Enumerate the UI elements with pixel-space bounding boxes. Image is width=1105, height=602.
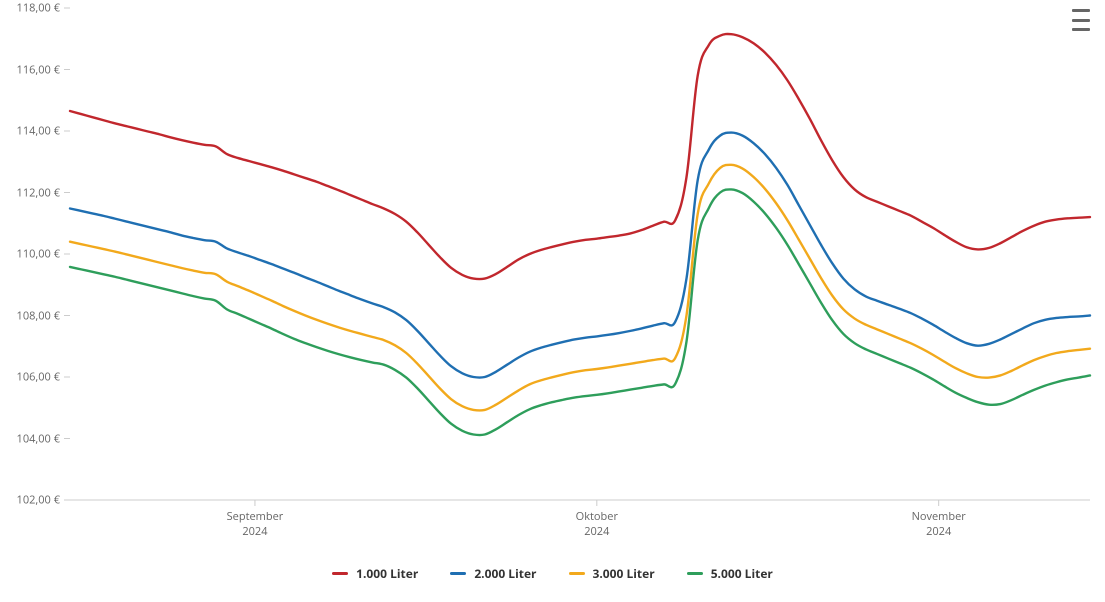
series-line-s5000 xyxy=(70,189,1090,435)
chart-menu-button[interactable] xyxy=(1069,6,1093,34)
y-tick-label: 116,00 € xyxy=(0,62,60,77)
legend-label: 5.000 Liter xyxy=(711,565,773,582)
y-tick-label: 108,00 € xyxy=(0,308,60,323)
legend-item-s5000[interactable]: 5.000 Liter xyxy=(687,565,773,582)
x-tick-label: September2024 xyxy=(227,510,284,540)
legend-item-s1000[interactable]: 1.000 Liter xyxy=(332,565,418,582)
legend-swatch-icon xyxy=(332,572,348,575)
chart-legend: 1.000 Liter 2.000 Liter 3.000 Liter 5.000 L… xyxy=(0,562,1105,582)
legend-swatch-icon xyxy=(450,572,466,575)
hamburger-icon xyxy=(1072,9,1090,12)
y-tick-label: 114,00 € xyxy=(0,124,60,139)
y-tick-label: 112,00 € xyxy=(0,185,60,200)
legend-swatch-icon xyxy=(687,572,703,575)
legend-label: 1.000 Liter xyxy=(356,565,418,582)
series-line-s1000 xyxy=(70,34,1090,279)
legend-label: 3.000 Liter xyxy=(593,565,655,582)
x-tick-label: Oktober2024 xyxy=(576,510,618,540)
y-tick-label: 102,00 € xyxy=(0,493,60,508)
legend-swatch-icon xyxy=(569,572,585,575)
y-tick-label: 106,00 € xyxy=(0,370,60,385)
x-tick-label: November2024 xyxy=(912,510,966,540)
y-tick-label: 118,00 € xyxy=(0,1,60,16)
series-line-s2000 xyxy=(70,133,1090,378)
price-chart: 102,00 € 104,00 € 106,00 € 108,00 € 110,00 €… xyxy=(0,0,1105,602)
legend-item-s2000[interactable]: 2.000 Liter xyxy=(450,565,536,582)
legend-label: 2.000 Liter xyxy=(474,565,536,582)
y-tick-label: 104,00 € xyxy=(0,431,60,446)
legend-item-s3000[interactable]: 3.000 Liter xyxy=(569,565,655,582)
series-line-s3000 xyxy=(70,165,1090,411)
y-tick-label: 110,00 € xyxy=(0,247,60,262)
